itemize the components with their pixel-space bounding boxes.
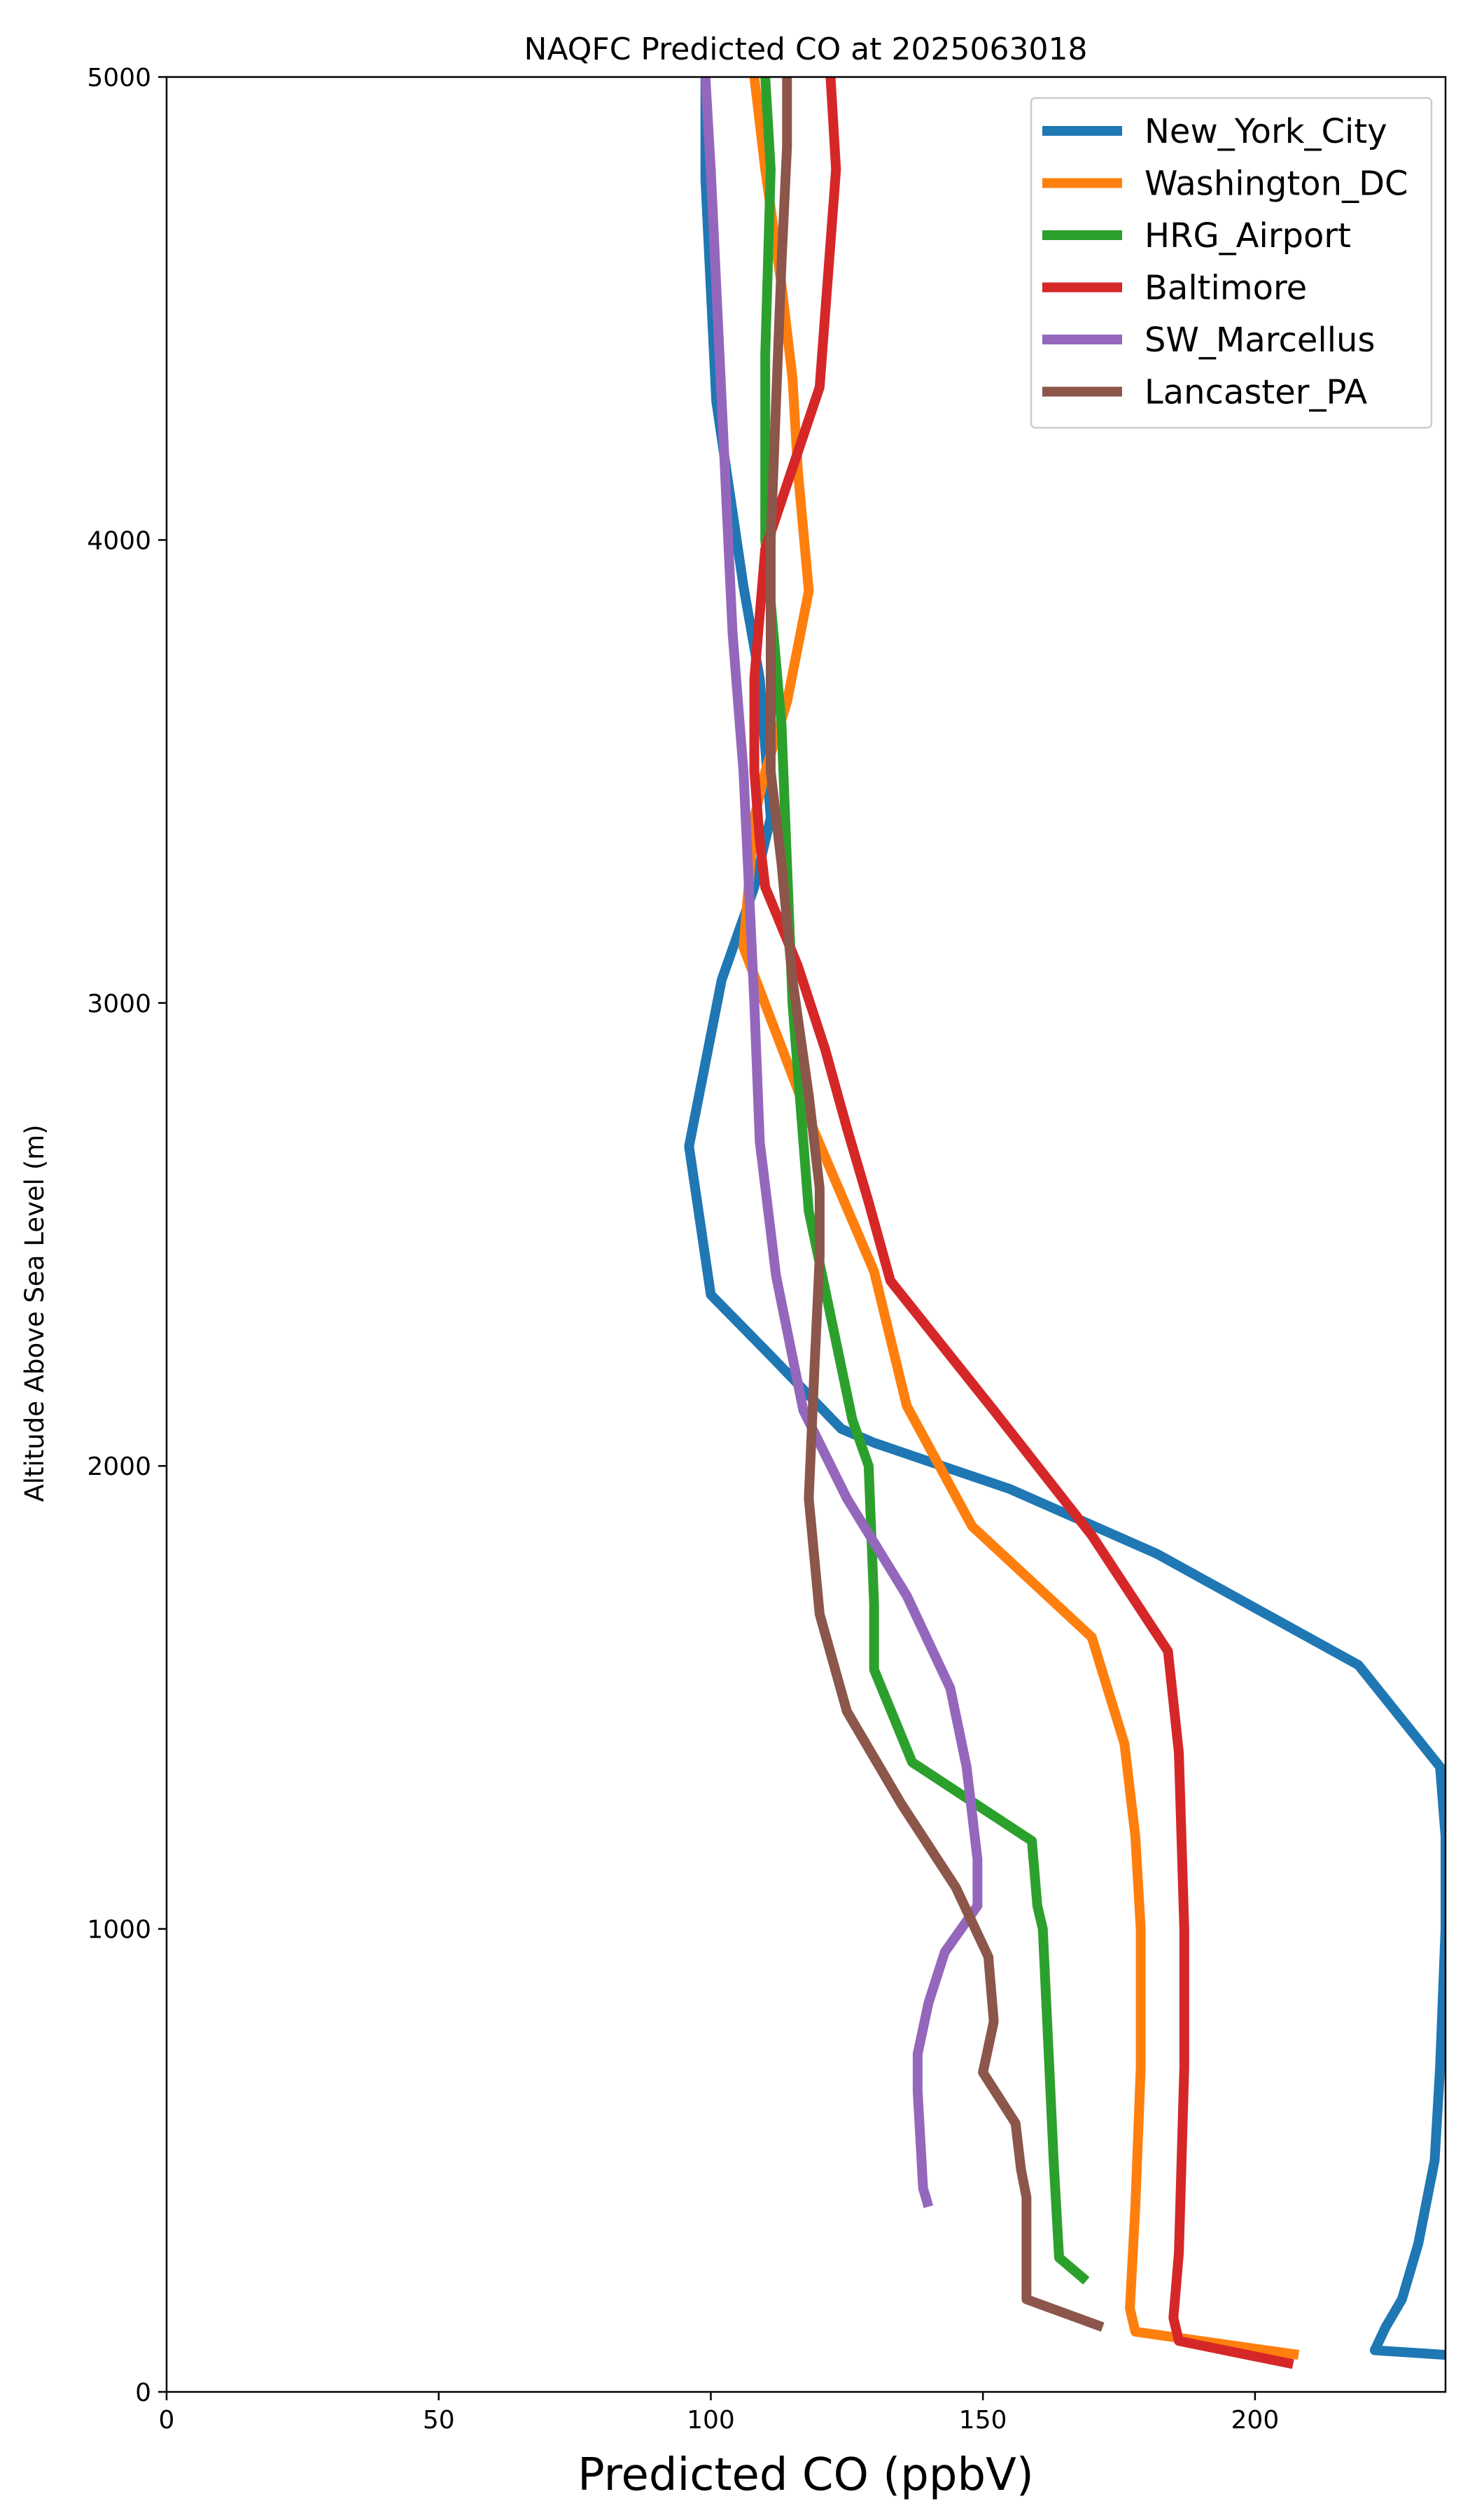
x-axis-ticks: 0 50 100 150 200 [159, 2392, 1280, 2435]
x-tick-label: 0 [159, 2406, 175, 2435]
legend: New_York_City Washington_DC HRG_Airport Bal… [1030, 97, 1433, 429]
plot-frame [165, 76, 1447, 2393]
y-axis-ticks: 0 1000 2000 3000 4000 5000 [87, 64, 167, 2407]
legend-label: SW_Marcellus [1144, 321, 1375, 360]
legend-label: Baltimore [1144, 269, 1307, 308]
x-tick-label: 200 [1231, 2406, 1280, 2435]
legend-label: New_York_City [1144, 112, 1387, 151]
legend-label: Washington_DC [1144, 164, 1408, 204]
x-axis-label: Predicted CO (ppbV) [578, 2449, 1034, 2501]
y-axis-label: Altitude Above Sea Level (m) [20, 1124, 50, 1502]
y-tick-label: 4000 [87, 526, 151, 555]
chart-title: NAQFC Predicted CO at 2025063018 [524, 31, 1088, 67]
series-line-washington-dc [738, 77, 1300, 2360]
series-line-lancaster-pa [766, 77, 1105, 2332]
y-tick-label: 2000 [87, 1452, 151, 1481]
legend-box [1030, 97, 1433, 429]
legend-label: HRG_Airport [1144, 216, 1351, 255]
series-line-baltimore [749, 77, 1294, 2370]
series-layer [684, 77, 1446, 2370]
y-tick-label: 1000 [87, 1916, 151, 1945]
series-line-sw-marcellus [700, 77, 983, 2208]
x-tick-label: 50 [423, 2406, 455, 2435]
legend-label: Lancaster_PA [1144, 373, 1367, 412]
x-tick-label: 100 [687, 2406, 735, 2435]
y-tick-label: 0 [135, 2379, 151, 2407]
x-tick-label: 150 [959, 2406, 1007, 2435]
y-tick-label: 5000 [87, 64, 151, 92]
y-tick-label: 3000 [87, 990, 151, 1018]
